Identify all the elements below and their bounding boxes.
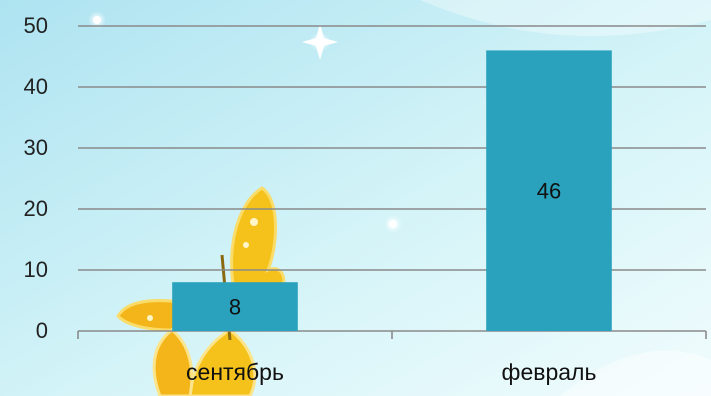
light-swoosh-decoration <box>560 350 711 396</box>
y-tick-label: 30 <box>24 135 48 160</box>
y-tick-label: 0 <box>36 318 48 343</box>
bar-сентябрь <box>172 282 298 331</box>
sparkle-decoration <box>384 215 402 233</box>
sparkle-decoration <box>88 11 106 29</box>
bar-февраль <box>486 50 612 332</box>
labels: 0 10 20 30 40 50 8 сентябрь 46 февраль <box>24 13 597 385</box>
y-tick-label: 20 <box>24 196 48 221</box>
data-label: 8 <box>229 295 241 320</box>
light-swoosh-decoration <box>420 0 711 36</box>
y-tick-label: 50 <box>24 13 48 38</box>
x-tick-label: сентябрь <box>186 359 284 385</box>
bars <box>172 50 612 332</box>
data-label: 46 <box>537 179 561 204</box>
star-sparkle-decoration <box>302 24 338 60</box>
y-tick-label: 10 <box>24 257 48 282</box>
y-tick-label: 40 <box>24 74 48 99</box>
x-tick-label: февраль <box>502 359 597 385</box>
